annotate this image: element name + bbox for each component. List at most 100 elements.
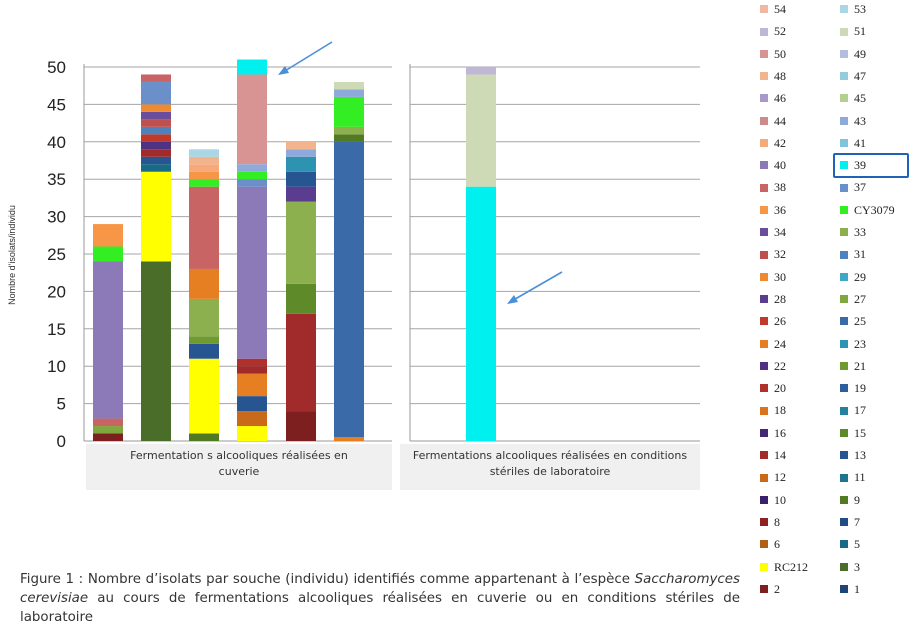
- legend-label: 7: [854, 514, 860, 529]
- legend-swatch: [760, 585, 768, 594]
- legend-swatch: [840, 562, 848, 571]
- arrow-lab-head: [507, 295, 518, 304]
- legend-label: 36: [774, 202, 786, 217]
- bar-segment-RC212: [237, 426, 267, 441]
- legend-item-22: 22: [760, 359, 786, 375]
- bar-segment-33: [286, 201, 316, 284]
- y-tick-label: 20: [47, 282, 66, 301]
- legend-swatch: [840, 49, 848, 58]
- figure-caption: Figure 1 : Nombre d’isolats par souche (…: [20, 570, 740, 627]
- category-label: Fermentations alcooliques réalisées en c…: [413, 449, 687, 478]
- bar-segment-36: [189, 171, 219, 180]
- bar-segment-34: [141, 111, 171, 120]
- legend-item-28: 28: [760, 292, 786, 308]
- legend-item-19: 19: [840, 381, 866, 397]
- bar-segment-13: [286, 171, 316, 187]
- y-axis: 0 5 10 15 20 25 30 35 40 45 50 Nombre d'isolats/ind…: [7, 58, 411, 451]
- legend-item-7: 7: [840, 515, 860, 531]
- legend-item-16: 16: [760, 426, 786, 442]
- legend-item-25: 25: [840, 314, 866, 330]
- bar-segment-37: [237, 179, 267, 187]
- bar-segment-51: [334, 81, 364, 90]
- bar-segment-CY3079: [334, 96, 364, 127]
- legend-label: 39: [854, 158, 866, 173]
- bar-segment-27: [93, 426, 123, 434]
- legend-item-27: 27: [840, 292, 866, 308]
- legend-label: 20: [774, 381, 786, 396]
- legend-swatch: [840, 428, 848, 437]
- legend-label: 24: [774, 336, 786, 351]
- legend-label: 15: [854, 425, 866, 440]
- bar-segment-2: [286, 411, 316, 441]
- bar-segment-33: [334, 126, 364, 135]
- bar-segment-13: [237, 396, 267, 412]
- bar-segment-48: [286, 141, 316, 150]
- legend-swatch: [760, 451, 768, 460]
- legend-label: 29: [854, 269, 866, 284]
- legend-item-10: 10: [760, 493, 786, 509]
- legend-item-6: 6: [760, 537, 780, 553]
- legend-label: 54: [774, 2, 786, 16]
- legend-label: 43: [854, 113, 866, 128]
- legend-item-36: 36: [760, 203, 786, 219]
- bar-segment-CY3079: [237, 171, 267, 180]
- legend-label: 51: [854, 24, 866, 39]
- legend-swatch: [760, 362, 768, 371]
- legend-label: 31: [854, 247, 866, 262]
- y-tick-label: 25: [47, 245, 66, 264]
- arrow-top: [279, 41, 333, 75]
- legend-item-2: 2: [760, 582, 780, 598]
- legend-swatch: [840, 451, 848, 460]
- bar-segment-24: [189, 268, 219, 299]
- bar-segment-37: [141, 81, 171, 105]
- legend-label: 26: [774, 314, 786, 329]
- legend-label: 41: [854, 135, 866, 150]
- legend-swatch: [840, 495, 848, 504]
- legend-item-21: 21: [840, 359, 866, 375]
- bar-segment-52: [466, 67, 496, 75]
- legend-item-43: 43: [840, 114, 866, 130]
- bar-segment-12: [237, 411, 267, 427]
- bar-segment-26: [141, 134, 171, 142]
- legend-label: 5: [854, 537, 860, 552]
- legend-swatch: [760, 495, 768, 504]
- legend-label: 46: [774, 91, 786, 106]
- legend-label: 38: [774, 180, 786, 195]
- legend-label: 6: [774, 537, 780, 552]
- bar-segment-20: [237, 358, 267, 367]
- legend-item-24: 24: [760, 337, 786, 353]
- legend-label: 10: [774, 492, 786, 507]
- legend-label: 53: [854, 2, 866, 16]
- legend-label: 45: [854, 91, 866, 106]
- legend-item-50: 50: [760, 47, 786, 63]
- bar-segment-43: [286, 149, 316, 157]
- legend-swatch: [760, 72, 768, 81]
- legend-item-46: 46: [760, 91, 786, 107]
- legend-item-32: 32: [760, 247, 786, 263]
- legend-swatch: [840, 384, 848, 393]
- category-labels: Fermentation s alcooliques réalisées en c…: [86, 444, 700, 490]
- bar-segment-13: [141, 156, 171, 165]
- legend-swatch: [760, 250, 768, 259]
- bar-segment-2: [93, 433, 123, 441]
- bar-segment-39: [466, 186, 496, 441]
- legend-swatch: [840, 183, 848, 192]
- legend-item-49: 49: [840, 47, 866, 63]
- legend-swatch: [760, 94, 768, 103]
- legend-swatch: [760, 49, 768, 58]
- bar-segment-23: [286, 156, 316, 172]
- bar-segment-28: [286, 186, 316, 202]
- legend-label: 8: [774, 514, 780, 529]
- bar-segment-RC212: [141, 171, 171, 262]
- category-label: Fermentation s alcooliques réalisées en c…: [130, 449, 348, 478]
- bar-segment-50: [237, 74, 267, 165]
- legend-item-15: 15: [840, 426, 866, 442]
- legend-label: 23: [854, 336, 866, 351]
- bar-segment-9: [189, 433, 219, 441]
- bar-segment-38: [189, 186, 219, 269]
- bar-segment-3: [141, 261, 171, 441]
- y-tick-label: 40: [47, 133, 66, 152]
- legend-item-44: 44: [760, 114, 786, 130]
- bars: [93, 59, 496, 441]
- legend-item-51: 51: [840, 24, 866, 40]
